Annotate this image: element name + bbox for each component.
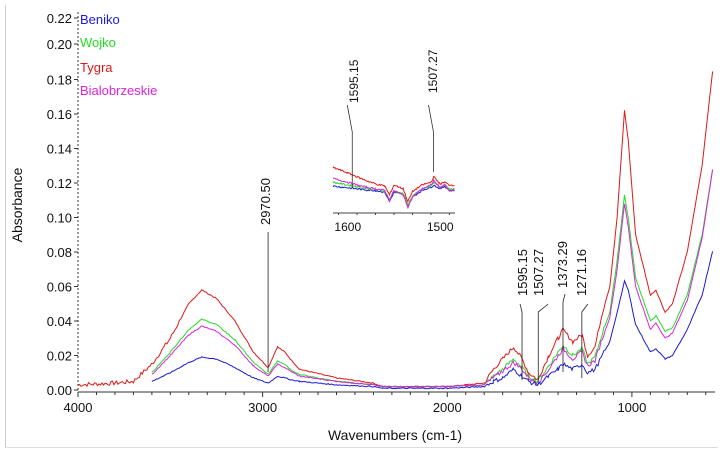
y-tick-label: 0.06 — [47, 280, 72, 295]
inset-annotation-label: 1507.27 — [426, 49, 440, 93]
inset-series-line-tygra — [332, 166, 455, 203]
legend-item-beniko: Beniko — [80, 12, 120, 27]
y-tick-label: 0.20 — [47, 37, 72, 52]
legend: Beniko Wojko Tygra Bialobrzeskie — [80, 12, 157, 98]
y-tick-label: 0.14 — [47, 142, 72, 157]
inset-zoom-chart: 1600 1500 1595.15 1507.27 — [332, 49, 455, 234]
x-ticks: 4000 3000 2000 1000 — [64, 392, 707, 415]
y-ticks: 0.00 0.02 0.04 0.06 0.08 0.10 0.12 0.14 0.16 0.18… — [47, 11, 78, 398]
inset-x-tick-label: 1500 — [427, 220, 454, 234]
y-axis-label: Absorbance — [9, 167, 25, 242]
series-line-beniko — [151, 251, 714, 390]
chart-frame — [5, 5, 718, 448]
y-tick-label: 0.12 — [47, 176, 72, 191]
y-tick-label: 0.04 — [47, 314, 72, 329]
legend-item-wojko: Wojko — [80, 35, 116, 50]
inset-x-tick-label: 1600 — [334, 220, 361, 234]
annotation-label: 1507.27 — [531, 249, 546, 296]
y-tick-label: 0.00 — [47, 383, 72, 398]
x-axis-label: Wavenumbers (cm-1) — [328, 427, 462, 443]
inset-annotation-label: 1595.15 — [347, 59, 361, 103]
x-tick-label: 3000 — [248, 400, 277, 415]
annotation-line — [581, 303, 589, 378]
inset-annotation-line — [346, 104, 353, 188]
x-tick-label: 2000 — [433, 400, 462, 415]
y-tick-label: 0.22 — [47, 11, 72, 26]
x-tick-label: 1000 — [617, 400, 646, 415]
y-tick-label: 0.18 — [47, 73, 72, 88]
series-line-wojko — [151, 169, 714, 388]
annotation-line — [562, 293, 566, 372]
y-tick-label: 0.08 — [47, 245, 72, 260]
axes — [77, 12, 715, 393]
inset-series-line-bialobrzeskie — [332, 177, 455, 210]
inset-annotation-line — [428, 104, 434, 172]
x-tick-label: 4000 — [64, 400, 93, 415]
series-line-bialobrzeskie — [151, 169, 714, 388]
annotation-label: 1595.15 — [515, 249, 530, 296]
annotation-label: 1271.16 — [574, 249, 589, 296]
annotation-label: 1373.29 — [555, 241, 570, 288]
legend-item-bialobrzeskie: Bialobrzeskie — [80, 83, 157, 98]
annotation-line — [537, 303, 549, 382]
legend-item-tygra: Tygra — [80, 60, 113, 75]
series-line-tygra — [77, 71, 714, 388]
annotation-label: 2970.50 — [258, 178, 273, 225]
y-tick-label: 0.02 — [47, 349, 72, 364]
y-tick-label: 0.10 — [47, 211, 72, 226]
inset-series-line-beniko — [332, 184, 455, 207]
peak-annotations: 2970.50 1595.15 1507.27 1373.29 1271.16 — [258, 178, 589, 382]
series-lines — [77, 71, 714, 390]
annotation-line — [519, 303, 523, 380]
y-tick-label: 0.16 — [47, 107, 72, 122]
